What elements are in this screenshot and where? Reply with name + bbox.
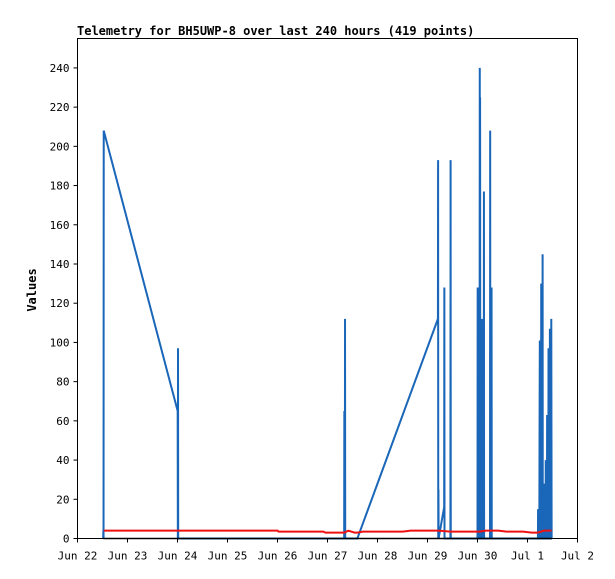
x-tick-label: Jun 29 bbox=[408, 550, 448, 563]
x-tick-label: Jun 26 bbox=[258, 550, 298, 563]
y-tick-label: 120 bbox=[50, 297, 70, 310]
x-tick-label: Jun 27 bbox=[308, 550, 348, 563]
x-tick-label: Jun 24 bbox=[158, 550, 198, 563]
y-tick-label: 200 bbox=[50, 140, 70, 153]
y-tick-label: 20 bbox=[56, 493, 69, 506]
x-tick-label: Jun 23 bbox=[108, 550, 148, 563]
y-tick-label: 60 bbox=[56, 415, 69, 428]
y-tick-label: 160 bbox=[50, 219, 70, 232]
y-tick-label: 180 bbox=[50, 180, 70, 193]
x-tick-label: Jun 22 bbox=[58, 550, 98, 563]
y-axis: 0 20 40 60 80 100 120 140 160 180 200 220 240 bbox=[50, 62, 78, 546]
x-tick-label: Jun 28 bbox=[358, 550, 398, 563]
y-tick-label: 40 bbox=[56, 454, 69, 467]
x-tick-label: Jul 2 bbox=[561, 550, 594, 563]
chart-title: Telemetry for BH5UWP-8 over last 240 hou… bbox=[77, 24, 474, 38]
y-tick-label: 220 bbox=[50, 101, 70, 114]
y-axis-label: Values bbox=[25, 268, 39, 311]
y-tick-label: 0 bbox=[63, 533, 70, 546]
x-tick-label: Jul 1 bbox=[511, 550, 544, 563]
y-tick-label: 100 bbox=[50, 336, 70, 349]
plot-frame bbox=[77, 38, 578, 539]
y-tick-label: 140 bbox=[50, 258, 70, 271]
x-axis: Jun 22 Jun 23 Jun 24 Jun 25 Jun 26 Jun 27 Jun … bbox=[58, 538, 594, 563]
y-tick-label: 80 bbox=[56, 376, 69, 389]
x-tick-label: Jun 25 bbox=[208, 550, 248, 563]
series-line-red bbox=[103, 529, 552, 534]
y-tick-label: 240 bbox=[50, 62, 70, 75]
x-tick-label: Jun 30 bbox=[458, 550, 498, 563]
